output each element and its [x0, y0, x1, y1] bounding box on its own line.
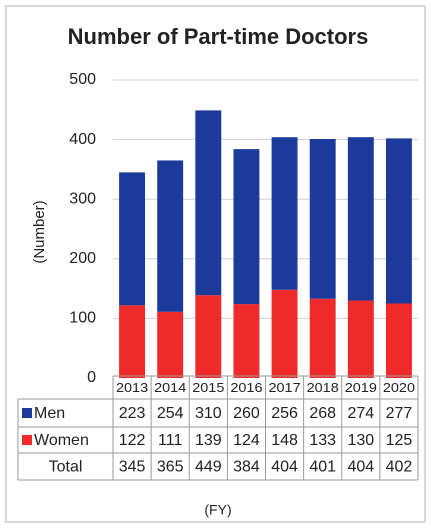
table-cell: 111	[158, 432, 182, 449]
x-tick-label: 2015	[192, 380, 224, 395]
table-cell: 254	[157, 405, 184, 422]
bar-segment	[233, 304, 260, 378]
table-cell: 345	[119, 459, 146, 476]
bar-segment	[309, 139, 336, 299]
y-tick-label: 300	[69, 190, 96, 207]
table-cell: 133	[309, 432, 336, 449]
table-cell: 384	[233, 459, 260, 476]
table-cell: 402	[386, 459, 413, 476]
table-cell: 122	[119, 432, 146, 449]
bar-segment	[157, 311, 184, 378]
y-axis-label: (Number)	[31, 200, 48, 263]
y-tick-label: 200	[69, 250, 96, 267]
x-tick-label: 2013	[116, 380, 148, 395]
table-cell: 365	[157, 459, 184, 476]
table-cell: 223	[119, 405, 146, 422]
chart-title: Number of Part-time Doctors	[68, 24, 369, 49]
legend-swatch	[22, 435, 32, 445]
x-axis-label: (FY)	[204, 502, 231, 518]
bar-segment	[195, 295, 222, 378]
table-cell: 404	[347, 459, 374, 476]
y-tick-label: 100	[69, 310, 96, 327]
bar-segment	[119, 305, 146, 378]
table-cell: 449	[195, 459, 222, 476]
table-cell: 277	[386, 405, 413, 422]
x-tick-label: 2016	[230, 380, 262, 395]
table-cell: 260	[233, 405, 260, 422]
x-tick-label: 2019	[345, 380, 377, 395]
bar-segment	[385, 138, 412, 304]
table-cell: 310	[195, 405, 222, 422]
bar-segment	[195, 110, 222, 296]
y-tick-label: 0	[87, 369, 96, 386]
y-tick-label: 400	[69, 131, 96, 148]
table-cell: 404	[271, 459, 298, 476]
table-cell: 274	[347, 405, 374, 422]
table-cell: 130	[347, 432, 374, 449]
legend-label: Men	[34, 405, 65, 422]
x-tick-label: 2018	[307, 380, 339, 395]
x-tick-label: 2020	[383, 380, 415, 395]
bar-segment	[385, 303, 412, 378]
bar-segment	[157, 160, 184, 312]
table-row-label: Total	[49, 459, 83, 476]
bar-segment	[347, 137, 374, 301]
table-cell: 401	[309, 459, 336, 476]
legend-label: Women	[34, 432, 89, 449]
bar-segment	[271, 137, 298, 290]
bar-segment	[309, 298, 336, 378]
legend-swatch	[22, 408, 32, 418]
bar-segment	[233, 149, 260, 305]
bar-segment	[347, 300, 374, 378]
table-cell: 125	[386, 432, 413, 449]
y-tick-label: 500	[69, 71, 96, 88]
x-tick-label: 2017	[269, 380, 301, 395]
bar-segment	[119, 172, 146, 306]
table-cell: 256	[271, 405, 298, 422]
table-cell: 124	[233, 432, 260, 449]
table-cell: 139	[195, 432, 222, 449]
table-cell: 148	[271, 432, 298, 449]
bar-segment	[271, 289, 298, 378]
table-cell: 268	[309, 405, 336, 422]
x-tick-label: 2014	[154, 380, 186, 395]
